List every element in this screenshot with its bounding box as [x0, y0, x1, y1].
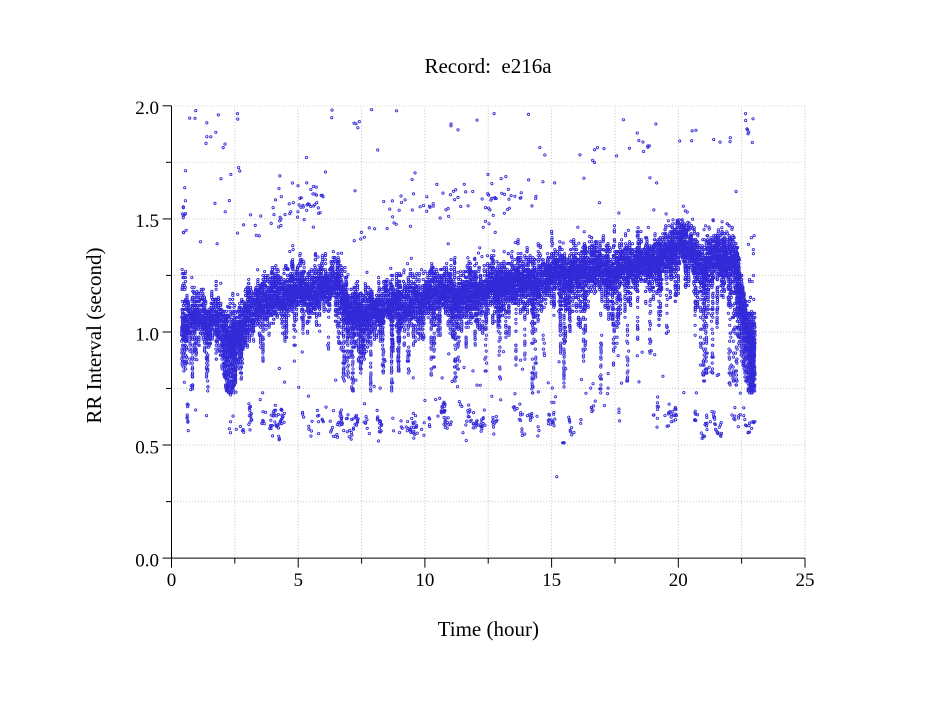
svg-text:5: 5 — [293, 570, 303, 591]
svg-text:1.0: 1.0 — [135, 324, 159, 345]
svg-text:15: 15 — [542, 570, 561, 591]
svg-text:RR Interval (second): RR Interval (second) — [82, 248, 106, 424]
svg-text:2.0: 2.0 — [135, 98, 159, 119]
svg-text:0.5: 0.5 — [135, 437, 159, 458]
svg-text:0.0: 0.0 — [135, 550, 159, 571]
svg-text:20: 20 — [669, 570, 688, 591]
svg-text:Time (hour): Time (hour) — [438, 617, 539, 641]
svg-text:10: 10 — [415, 570, 434, 591]
svg-text:25: 25 — [796, 570, 815, 591]
svg-text:Record: e216a: Record: e216a — [424, 54, 552, 78]
svg-text:0: 0 — [167, 570, 177, 591]
svg-text:1.5: 1.5 — [135, 211, 159, 232]
